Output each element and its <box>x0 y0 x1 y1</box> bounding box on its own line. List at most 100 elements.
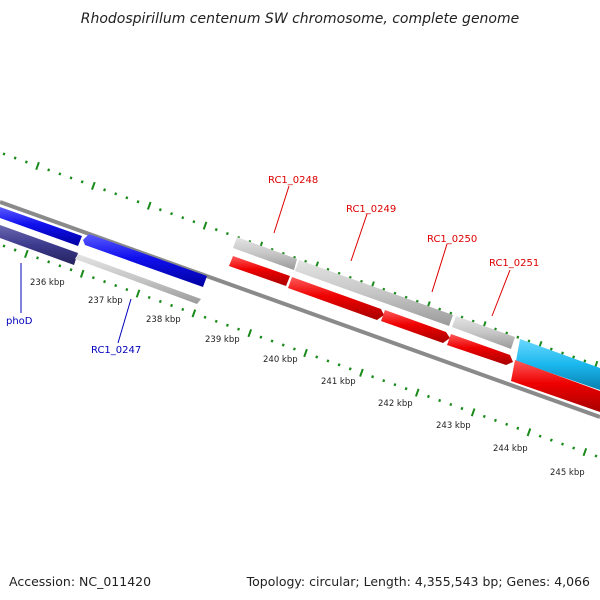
inner-track-minor-tick <box>505 422 509 426</box>
gene-arrow-rc1-0247[interactable] <box>83 234 207 287</box>
outer-track-minor-tick <box>24 160 28 164</box>
gene-arrow-rc1-0249[interactable] <box>295 260 453 326</box>
gene-features <box>0 207 600 412</box>
gene-arrow-phoD[interactable] <box>0 225 78 265</box>
outer-track-major-tick <box>91 181 96 190</box>
gene-arrow-red-a[interactable] <box>229 256 290 286</box>
inner-track-minor-tick <box>225 323 229 327</box>
inner-track-major-tick <box>247 329 253 338</box>
gene-arrow-red-c[interactable] <box>381 310 450 343</box>
outer-track-minor-tick <box>114 192 118 196</box>
label-rc1-0251[interactable]: RC1_0251 <box>489 258 539 269</box>
inner-track-major-tick <box>24 249 29 259</box>
outer-track-minor-tick <box>192 220 196 224</box>
outer-track-minor-tick <box>561 351 564 355</box>
outer-track-minor-tick <box>449 311 453 315</box>
scale-label: 243 kbp <box>436 421 471 431</box>
scale-label: 237 kbp <box>88 296 123 306</box>
inner-track-major-tick <box>135 289 141 298</box>
inner-track-major-tick <box>303 348 308 358</box>
inner-track-minor-tick <box>482 414 486 418</box>
inner-track-major-tick <box>582 447 588 457</box>
inner-track-minor-tick <box>438 398 442 403</box>
gene-arrow-cyan[interactable] <box>516 339 600 390</box>
scale-label: 238 kbp <box>146 315 181 325</box>
label-rc1-0247[interactable]: RC1_0247 <box>91 345 141 356</box>
inner-track-minor-tick <box>147 295 151 300</box>
inner-track-minor-tick <box>493 418 497 422</box>
inner-track-minor-tick <box>91 276 95 280</box>
inner-track-minor-tick <box>516 426 520 430</box>
inner-track-major-tick <box>414 388 420 397</box>
gene-arrow-red-e[interactable] <box>511 360 600 412</box>
gene-arrow-rc1-0247-lower[interactable] <box>75 254 201 304</box>
scale-label: 236 kbp <box>30 278 65 288</box>
topology-text: Topology: circular; Length: 4,355,543 bp… <box>246 574 590 589</box>
inner-track-minor-tick <box>404 387 408 391</box>
inner-track-minor-tick <box>315 355 319 359</box>
outer-track-minor-tick <box>415 299 419 303</box>
inner-track-minor-tick <box>170 303 174 308</box>
inner-track-minor-tick <box>371 375 375 379</box>
leader-rc1-0248 <box>273 185 290 234</box>
inner-track-minor-tick <box>58 264 62 268</box>
inner-track-minor-tick <box>561 442 564 446</box>
outer-track-minor-tick <box>47 168 51 172</box>
inner-track-minor-tick <box>125 288 129 292</box>
inner-track-major-tick <box>79 269 85 278</box>
outer-track-minor-tick <box>158 208 162 212</box>
scale-labels: 236 kbp 237 kbp 238 kbp 239 kbp 240 kbp … <box>30 278 585 478</box>
inner-track-minor-tick <box>103 280 107 284</box>
inner-track-minor-tick <box>158 299 162 304</box>
inner-track-minor-tick <box>292 347 296 351</box>
inner-track-minor-tick <box>382 379 386 383</box>
outer-track-minor-tick <box>516 335 520 339</box>
inner-track-minor-tick <box>36 256 39 260</box>
outer-track-minor-tick <box>225 232 229 236</box>
gene-arrow-rc1-0248[interactable] <box>233 237 297 270</box>
outer-track-minor-tick <box>404 295 408 299</box>
outer-track-minor-tick <box>572 355 576 359</box>
outer-track-major-tick <box>202 221 208 230</box>
inner-track-minor-tick <box>337 363 341 367</box>
inner-track-minor-tick <box>181 307 185 311</box>
outer-track-minor-tick <box>80 180 84 184</box>
outer-track-minor-tick <box>136 200 140 204</box>
label-rc1-0248[interactable]: RC1_0248 <box>268 175 318 186</box>
gene-arrow-rc1-0250-upper[interactable] <box>452 316 515 349</box>
gene-arrow-red-d[interactable] <box>447 334 513 365</box>
outer-track-minor-tick <box>170 212 174 216</box>
gene-arrow-red-b[interactable] <box>288 277 384 320</box>
inner-track-minor-tick <box>426 394 430 399</box>
inner-track-minor-tick <box>47 260 51 264</box>
outer-track-minor-tick <box>527 339 531 343</box>
inner-track-minor-tick <box>449 402 453 407</box>
scale-label: 245 kbp <box>550 468 585 478</box>
chromosome-backbone <box>0 200 600 419</box>
label-rc1-0250[interactable]: RC1_0250 <box>427 234 477 245</box>
outer-track-minor-tick <box>103 188 107 192</box>
outer-track-minor-tick <box>69 176 73 180</box>
inner-tick-track <box>2 244 598 458</box>
inner-track-minor-tick <box>348 367 352 371</box>
outer-track-minor-tick <box>583 359 587 363</box>
inner-track-minor-tick <box>460 406 464 411</box>
leader-rc1-0247 <box>117 298 132 344</box>
outer-track-minor-tick <box>438 307 442 311</box>
outer-track-major-tick <box>146 201 152 210</box>
outer-track-minor-tick <box>181 216 185 220</box>
accession-text: Accession: NC_011420 <box>9 574 151 589</box>
scale-label: 244 kbp <box>493 444 528 454</box>
label-rc1-0249[interactable]: RC1_0249 <box>346 204 396 215</box>
inner-track-major-tick <box>470 408 476 417</box>
inner-track-minor-tick <box>2 244 6 248</box>
leader-rc1-0251 <box>491 269 511 317</box>
gene-arrow-phoD-upper[interactable] <box>0 207 82 246</box>
label-phoD[interactable]: phoD <box>6 316 33 327</box>
inner-track-minor-tick <box>594 454 598 458</box>
inner-track-major-tick <box>191 309 197 318</box>
inner-track-minor-tick <box>572 446 576 450</box>
outer-track-minor-tick <box>549 347 553 351</box>
outer-track-minor-tick <box>2 152 6 156</box>
